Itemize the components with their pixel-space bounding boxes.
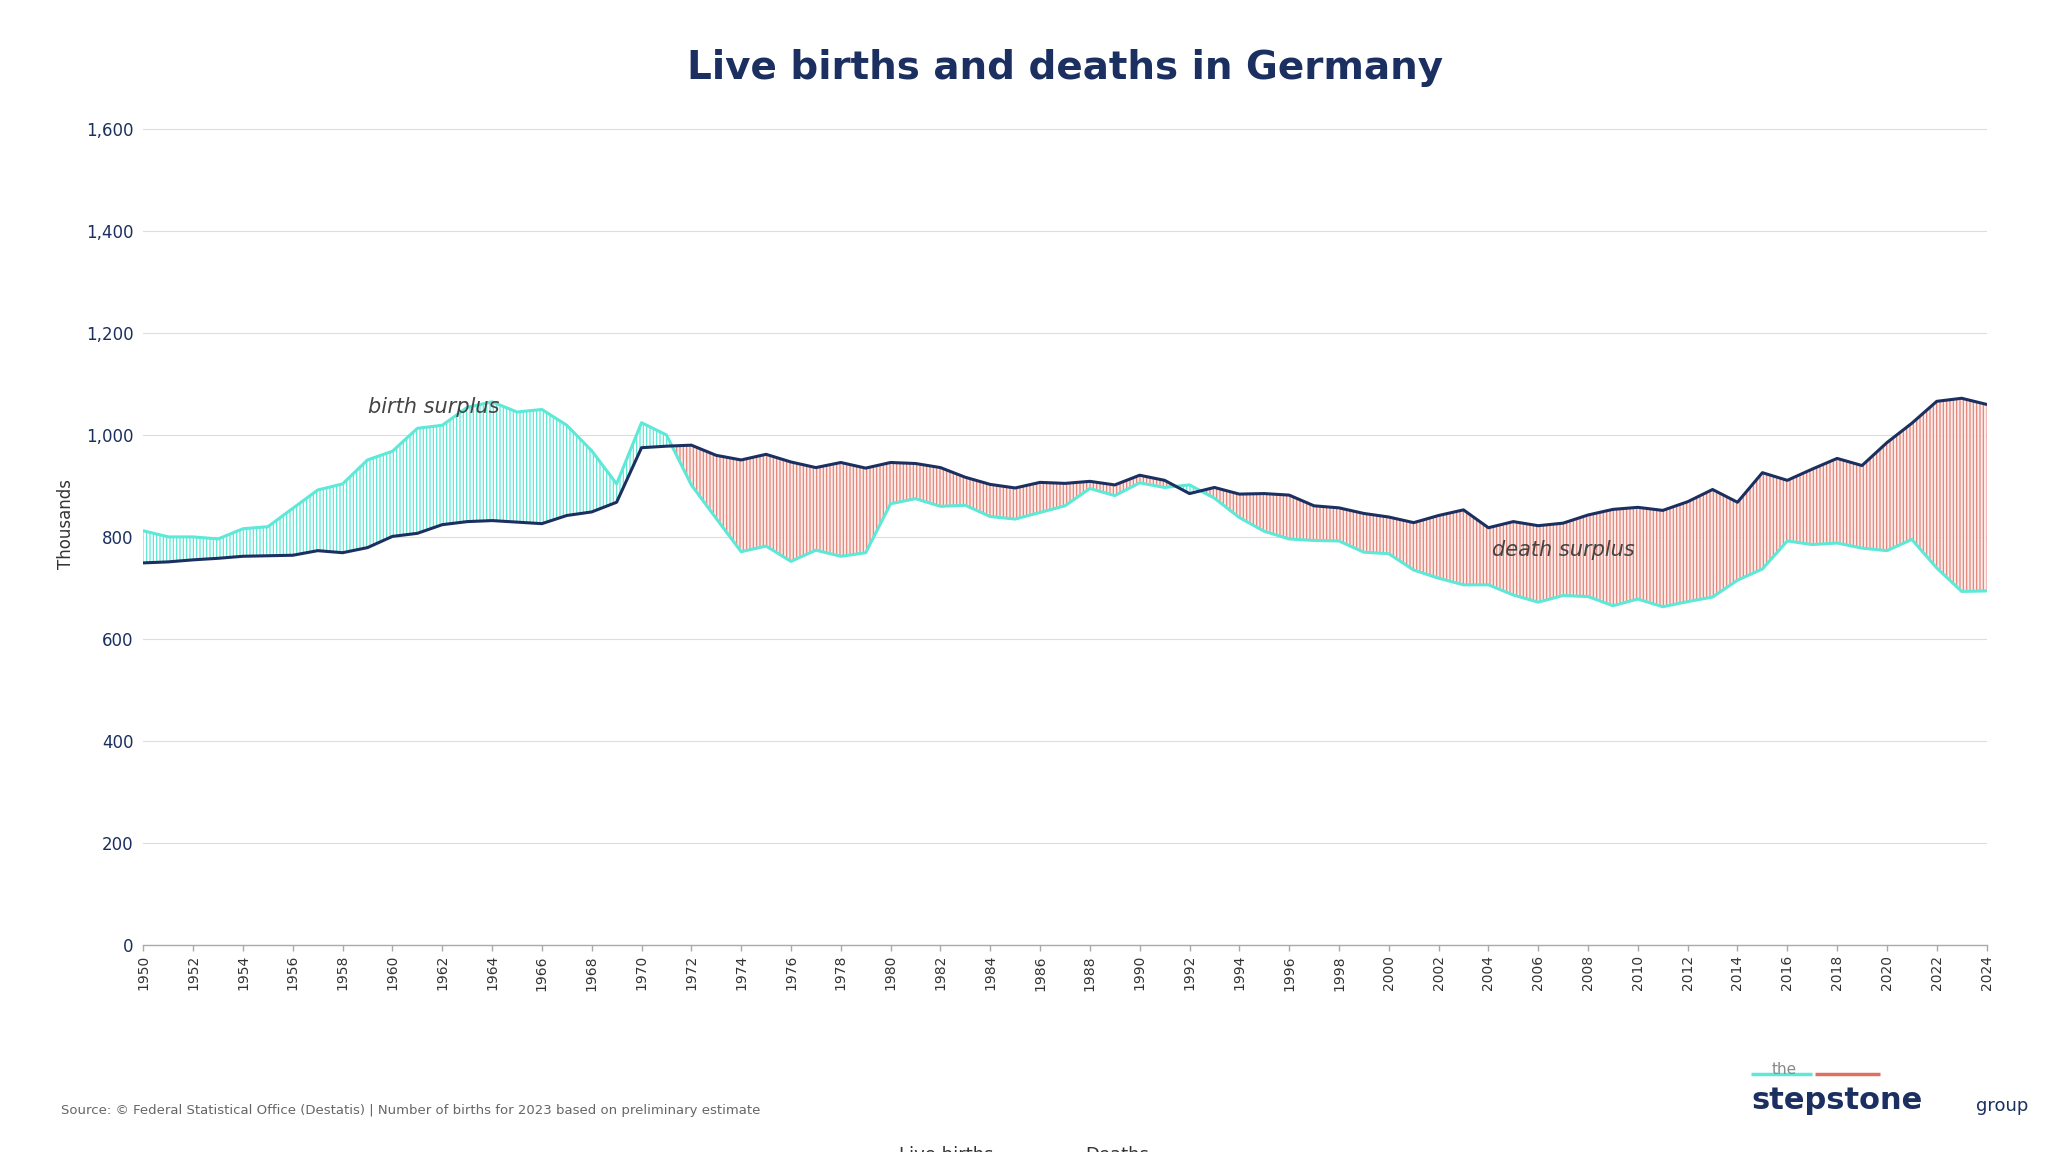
Text: the: the [1772, 1062, 1796, 1077]
Text: stepstone: stepstone [1751, 1086, 1923, 1115]
Legend: Live births, Deaths: Live births, Deaths [825, 1138, 1157, 1152]
Text: birth surplus: birth surplus [367, 397, 500, 417]
Text: Source: © Federal Statistical Office (Destatis) | Number of births for 2023 base: Source: © Federal Statistical Office (De… [61, 1105, 760, 1117]
Y-axis label: Thousands: Thousands [57, 479, 76, 569]
Title: Live births and deaths in Germany: Live births and deaths in Germany [686, 48, 1444, 86]
Text: group: group [1976, 1097, 2030, 1115]
Text: death surplus: death surplus [1491, 539, 1634, 560]
